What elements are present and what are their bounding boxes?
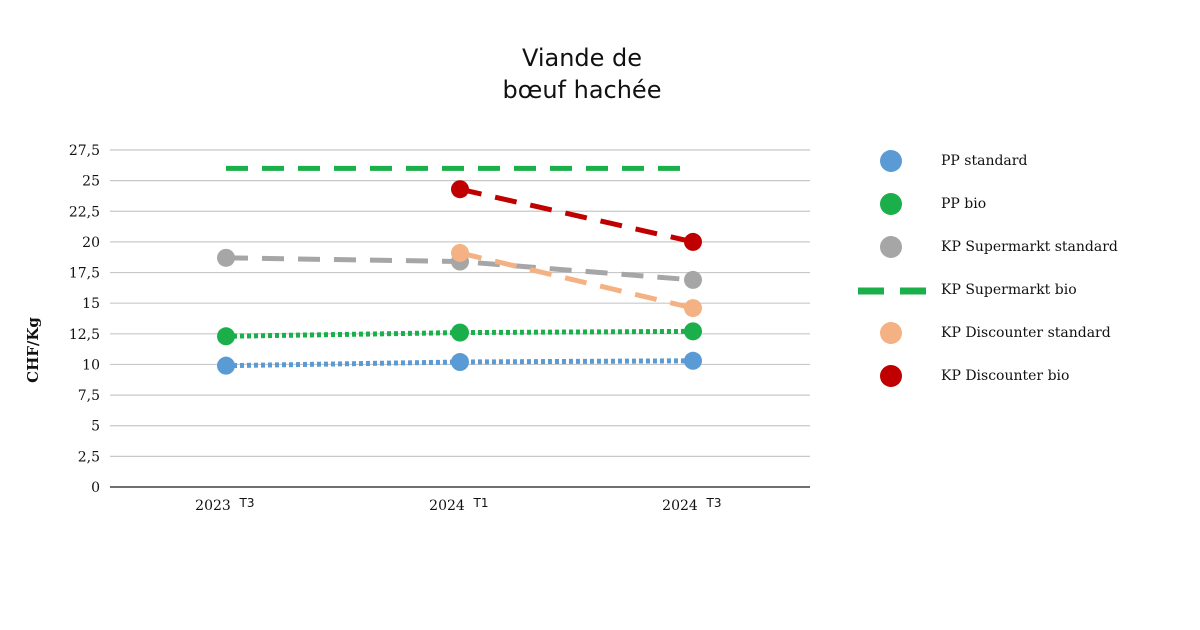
x-tick-sublabel: T1 — [473, 496, 489, 510]
y-tick-label: 20 — [82, 235, 100, 251]
y-tick-label: 2,5 — [78, 449, 100, 465]
legend-label: KP Discounter bio — [941, 368, 1069, 384]
x-tick-sublabel: T3 — [706, 496, 722, 510]
data-point — [451, 180, 469, 199]
x-tick-label: 2023 — [195, 498, 231, 514]
series-line — [459, 186, 694, 245]
y-tick-label: 7,5 — [78, 388, 100, 404]
series-markers — [217, 180, 702, 375]
x-tick-label: 2024 — [662, 498, 698, 514]
data-point — [217, 327, 235, 346]
y-tick-label: 17,5 — [69, 266, 100, 282]
y-tick-label: 0 — [91, 480, 100, 496]
legend-marker — [880, 322, 902, 344]
y-tick-label: 15 — [82, 296, 100, 312]
y-tick-label: 5 — [91, 419, 100, 435]
x-tick-sublabel: T3 — [239, 496, 255, 510]
series-line — [459, 250, 694, 311]
chart-title-line-1: Viande de — [521, 44, 643, 72]
data-point — [217, 356, 235, 375]
legend-label: PP standard — [941, 153, 1027, 169]
legend-marker — [880, 236, 902, 258]
chart-title-line-2: bœuf hachée — [502, 76, 662, 104]
data-point — [451, 353, 469, 372]
chart-title: Viande de bœuf hachée — [482, 42, 682, 106]
data-point — [217, 248, 235, 267]
data-point — [684, 270, 702, 289]
data-point — [451, 243, 469, 262]
y-axis-title: CHF/Kg — [24, 317, 42, 383]
legend-marker — [880, 365, 902, 387]
y-tick-label: 25 — [82, 174, 100, 190]
legend-marker — [880, 150, 902, 172]
y-tick-label: 12,5 — [69, 327, 100, 343]
y-tick-label: 22,5 — [69, 204, 100, 220]
y-tick-label: 10 — [82, 357, 100, 373]
legend-marker — [880, 193, 902, 215]
legend-label: KP Supermarkt standard — [941, 239, 1118, 255]
data-point — [684, 299, 702, 318]
data-point — [451, 323, 469, 342]
data-point — [684, 351, 702, 370]
axes: 0 2,5 5 7,5 10 12,5 15 17,5 20 22,5 25 27,5 2023 T3 20… — [24, 143, 810, 514]
legend-label: KP Discounter standard — [941, 325, 1111, 341]
x-tick-label: 2024 — [429, 498, 465, 514]
legend-label: KP Supermarkt bio — [941, 282, 1077, 298]
data-point — [684, 322, 702, 341]
data-point — [684, 232, 702, 251]
legend: PP standard PP bio KP Supermarkt standard K… — [858, 150, 1118, 387]
y-tick-label: 27,5 — [69, 143, 100, 159]
legend-label: PP bio — [941, 196, 986, 212]
